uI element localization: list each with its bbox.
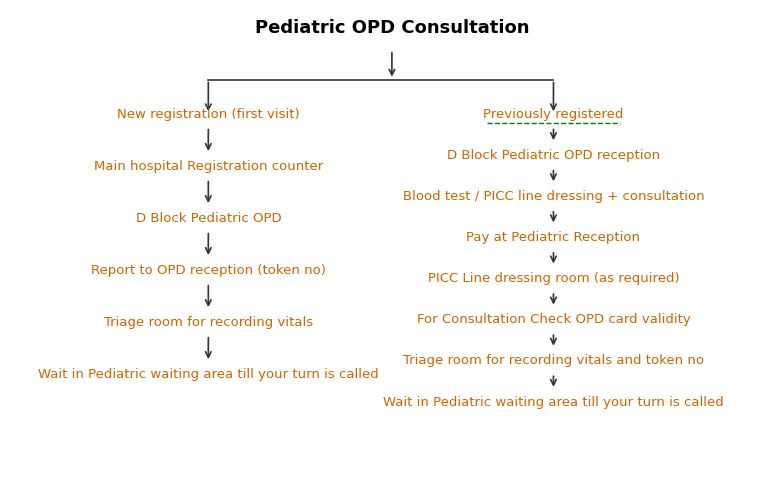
- Text: For Consultation Check OPD card validity: For Consultation Check OPD card validity: [417, 313, 690, 326]
- Text: PICC Line dressing room (as required): PICC Line dressing room (as required): [427, 272, 679, 285]
- Text: Blood test / PICC line dressing + consultation: Blood test / PICC line dressing + consul…: [403, 190, 704, 203]
- Text: Triage room for recording vitals and token no: Triage room for recording vitals and tok…: [403, 355, 704, 368]
- Text: Wait in Pediatric waiting area till your turn is called: Wait in Pediatric waiting area till your…: [383, 396, 724, 409]
- Text: Main hospital Registration counter: Main hospital Registration counter: [93, 160, 323, 173]
- Text: Wait in Pediatric waiting area till your turn is called: Wait in Pediatric waiting area till your…: [38, 368, 378, 381]
- Text: D Block Pediatric OPD reception: D Block Pediatric OPD reception: [447, 149, 660, 162]
- Text: Pediatric OPD Consultation: Pediatric OPD Consultation: [254, 19, 529, 37]
- Text: D Block Pediatric OPD: D Block Pediatric OPD: [136, 212, 281, 225]
- Text: Triage room for recording vitals: Triage room for recording vitals: [103, 316, 313, 329]
- Text: Report to OPD reception (token no): Report to OPD reception (token no): [91, 264, 326, 277]
- Text: New registration (first visit): New registration (first visit): [117, 108, 300, 121]
- Text: Previously registered: Previously registered: [483, 108, 624, 121]
- Text: Pay at Pediatric Reception: Pay at Pediatric Reception: [466, 231, 640, 244]
